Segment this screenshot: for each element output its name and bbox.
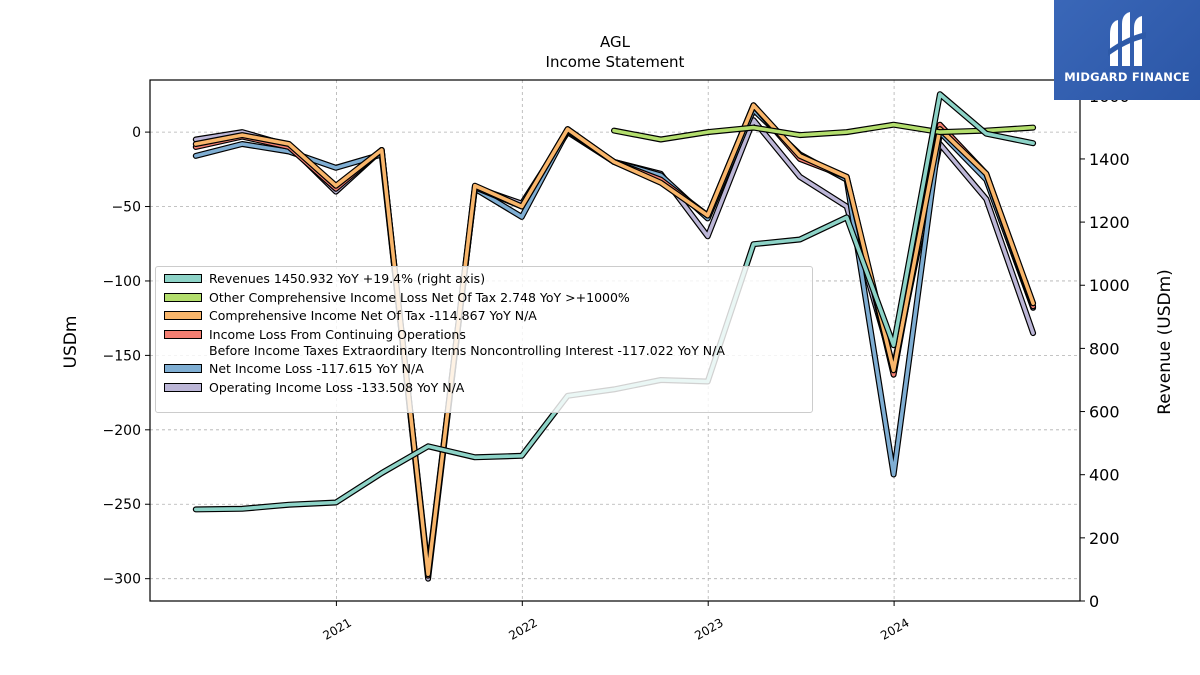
- y-tick-label: 0: [132, 125, 141, 141]
- y-right-tick-label: 400: [1089, 466, 1120, 485]
- y-right-tick-label: 1400: [1089, 150, 1130, 169]
- series-line-comprehensive-income-net-of-tax: [194, 103, 1035, 577]
- y-axis-label: USDm: [61, 316, 81, 369]
- y-tick-label: −100: [103, 274, 141, 290]
- y-right-tick-label: 1200: [1089, 213, 1130, 232]
- y-right-tick-label: 600: [1089, 403, 1120, 422]
- y-axis-right-label: Revenue (USDm): [1155, 269, 1175, 415]
- chart-title: AGL: [600, 33, 631, 51]
- y-right-tick-label: 0: [1089, 592, 1099, 611]
- legend-item: Comprehensive Income Net Of Tax -114.867…: [162, 308, 806, 324]
- midgard-logo-icon: [1108, 12, 1146, 66]
- x-tick-label: 2021: [320, 615, 353, 642]
- legend-label: Net Income Loss -117.615 YoY N/A: [209, 361, 424, 377]
- x-tick-label: 2023: [692, 615, 725, 642]
- legend-item: Net Income Loss -117.615 YoY N/A: [162, 361, 806, 377]
- legend-swatch: [164, 311, 202, 321]
- legend-label: Other Comprehensive Income Loss Net Of T…: [209, 289, 630, 305]
- legend-item: Operating Income Loss -133.508 YoY N/A: [162, 380, 806, 396]
- y-right-tick-label: 200: [1089, 529, 1120, 548]
- legend-swatch: [164, 274, 202, 283]
- y-right-tick-label: 800: [1089, 339, 1120, 358]
- legend-swatch: [164, 330, 202, 340]
- plot-frame: [149, 79, 1081, 602]
- legend-swatch: [164, 382, 202, 392]
- legend-label: Income Loss From Continuing Operations B…: [209, 327, 725, 358]
- x-tick-label: 2022: [506, 615, 539, 642]
- legend-label: Operating Income Loss -133.508 YoY N/A: [209, 379, 465, 395]
- y-tick-label: −150: [103, 348, 141, 364]
- legend-item: Revenues 1450.932 YoY +19.4% (right axis…: [162, 271, 806, 287]
- legend-swatch: [164, 292, 202, 302]
- brand-logo: MIDGARD FINANCE: [1054, 0, 1200, 100]
- y-tick-label: −250: [103, 497, 141, 513]
- legend-item: Income Loss From Continuing Operations B…: [162, 327, 806, 358]
- series-line-other-comprehensive-income-loss-net-of-t: [612, 122, 1035, 142]
- legend-swatch: [164, 364, 202, 374]
- brand-logo-text: MIDGARD FINANCE: [1064, 70, 1190, 84]
- legend-label: Comprehensive Income Net Of Tax -114.867…: [209, 308, 537, 324]
- y-tick-label: −300: [103, 572, 141, 588]
- series-lines: [192, 91, 1037, 582]
- x-tick-label: 2024: [878, 615, 911, 642]
- legend-item: Other Comprehensive Income Loss Net Of T…: [162, 290, 806, 306]
- y-tick-label: −200: [103, 423, 141, 439]
- y-right-tick-label: 1000: [1089, 276, 1130, 295]
- axes: 0 −50 −100 −150 −200 −250 −300 0 200 400 600 800 100…: [103, 79, 1130, 643]
- y-tick-label: −50: [111, 200, 141, 216]
- chart-subtitle: Income Statement: [546, 53, 685, 71]
- chart-legend: Revenues 1450.932 YoY +19.4% (right axis…: [155, 266, 813, 413]
- legend-label: Revenues 1450.932 YoY +19.4% (right axis…: [209, 271, 486, 286]
